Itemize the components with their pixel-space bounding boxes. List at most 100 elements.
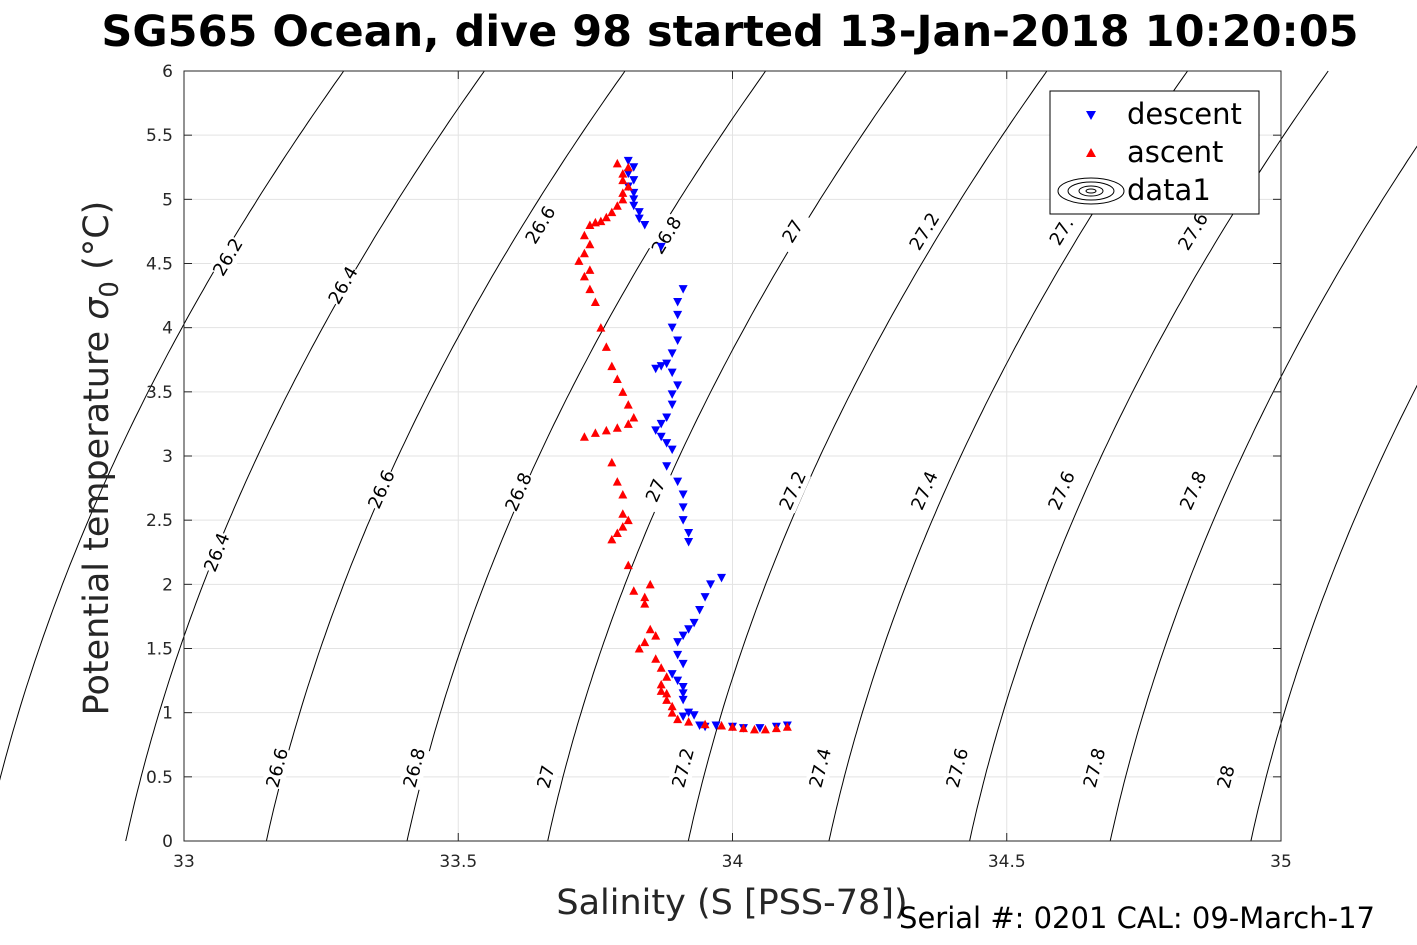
descent-point	[629, 201, 639, 211]
ascent-point	[607, 361, 617, 371]
descent-point	[678, 490, 688, 499]
ascent-point	[618, 490, 628, 499]
descent-point	[662, 462, 672, 471]
ascent-point	[618, 509, 628, 518]
y-axis-ticks: 0 0.5 1 1.5 2 2.5 3 3.5 4 4.5 5 5.5 6	[146, 62, 1281, 852]
x-axis-ticks: 33 33.5 34 34.5 35	[173, 71, 1292, 872]
descent-point	[667, 368, 677, 378]
ascent-point	[607, 534, 617, 544]
descent-point	[678, 712, 688, 722]
descent-point	[684, 529, 694, 538]
y-tick-label: 4	[162, 319, 173, 339]
descent-point	[629, 188, 639, 198]
ascent-point	[579, 432, 589, 441]
descent-point	[651, 426, 661, 435]
legend-ascent-label: ascent	[1127, 135, 1223, 169]
descent-point	[755, 724, 765, 733]
x-tick-label: 34	[722, 852, 744, 872]
descent-point	[656, 432, 666, 442]
y-tick-label: 5	[162, 190, 173, 210]
ascent-point	[574, 256, 584, 265]
ascent-point	[645, 579, 655, 589]
descent-point	[700, 593, 710, 602]
ascent-point	[585, 239, 595, 249]
y-tick-label: 2	[162, 575, 173, 595]
contour-label-bg	[530, 754, 562, 799]
ascent-point	[656, 679, 666, 689]
y-tick-label: 6	[162, 62, 173, 82]
descent-series	[623, 156, 792, 733]
ascent-point	[782, 722, 792, 731]
ascent-point	[662, 672, 672, 681]
contour-label-bg	[1173, 208, 1214, 255]
y-axis-label: Potential temperature σ0 (°C)	[77, 201, 125, 716]
descent-point	[629, 195, 639, 204]
descent-point	[673, 676, 683, 686]
descent-point	[673, 477, 683, 487]
contour-label-bg	[1175, 467, 1212, 514]
density-contours	[0, 70, 1417, 842]
ascent-point	[662, 688, 672, 698]
contour-label-bg	[1078, 745, 1111, 791]
ascent-point	[656, 663, 666, 672]
contour-label-bg	[363, 466, 400, 513]
descent-point	[634, 208, 644, 217]
isopycnal-line	[1250, 384, 1417, 842]
ascent-point	[656, 686, 666, 695]
ascent-point	[612, 423, 622, 432]
ascent-point	[629, 413, 639, 422]
descent-point	[662, 359, 672, 369]
ascent-point	[623, 400, 633, 409]
ascent-point	[618, 194, 628, 204]
descent-point	[656, 362, 666, 371]
legend-contour-icon	[1057, 177, 1125, 205]
contour-label-bg	[261, 745, 293, 791]
ascent-point	[579, 248, 589, 258]
isopycnal-line	[0, 70, 345, 781]
y-tick-label: 2.5	[146, 511, 173, 531]
contour-label-bg	[646, 212, 687, 259]
descent-point	[678, 285, 688, 294]
descent-point	[629, 176, 639, 185]
descent-point	[689, 618, 699, 628]
descent-point	[640, 221, 650, 230]
ascent-point	[612, 528, 622, 537]
ascent-point	[618, 387, 628, 396]
descent-point	[678, 631, 688, 641]
descent-point	[673, 298, 683, 307]
descent-point	[695, 606, 705, 615]
legend: descent ascent data1	[1049, 90, 1260, 215]
ascent-point	[618, 169, 628, 178]
descent-point	[673, 310, 683, 320]
legend-box	[1049, 90, 1260, 215]
ascent-point	[579, 230, 589, 240]
y-tick-label: 1.5	[146, 640, 173, 660]
y-tick-label: 1	[162, 704, 173, 724]
descent-point	[623, 169, 633, 179]
y-tick-label: 3	[162, 447, 173, 467]
ascent-point	[612, 374, 622, 383]
descent-point	[678, 695, 688, 705]
contour-label-bg	[804, 745, 837, 791]
ascent-point	[667, 701, 677, 711]
legend-descent-label: descent	[1127, 97, 1242, 131]
descent-point	[623, 156, 633, 166]
y-axis-label-main: Potential temperature	[77, 320, 117, 716]
ascent-point	[623, 515, 633, 525]
contour-label-bg	[500, 469, 537, 515]
descent-point	[673, 336, 683, 345]
y-tick-label: 4.5	[146, 255, 173, 275]
descent-point	[667, 390, 677, 399]
y-tick-label: 0.5	[146, 768, 173, 788]
ascent-point	[623, 419, 633, 428]
contour-label-bg	[774, 467, 811, 514]
isopycnal-line	[687, 70, 1048, 842]
ascent-point	[612, 201, 622, 210]
descent-point	[684, 537, 694, 547]
ascent-point	[623, 162, 633, 172]
x-tick-label: 33.5	[439, 852, 477, 872]
descent-point	[717, 573, 727, 583]
y-tick-label: 3.5	[146, 383, 173, 403]
isopycnal-line	[1109, 145, 1417, 842]
ascent-point	[728, 722, 737, 731]
